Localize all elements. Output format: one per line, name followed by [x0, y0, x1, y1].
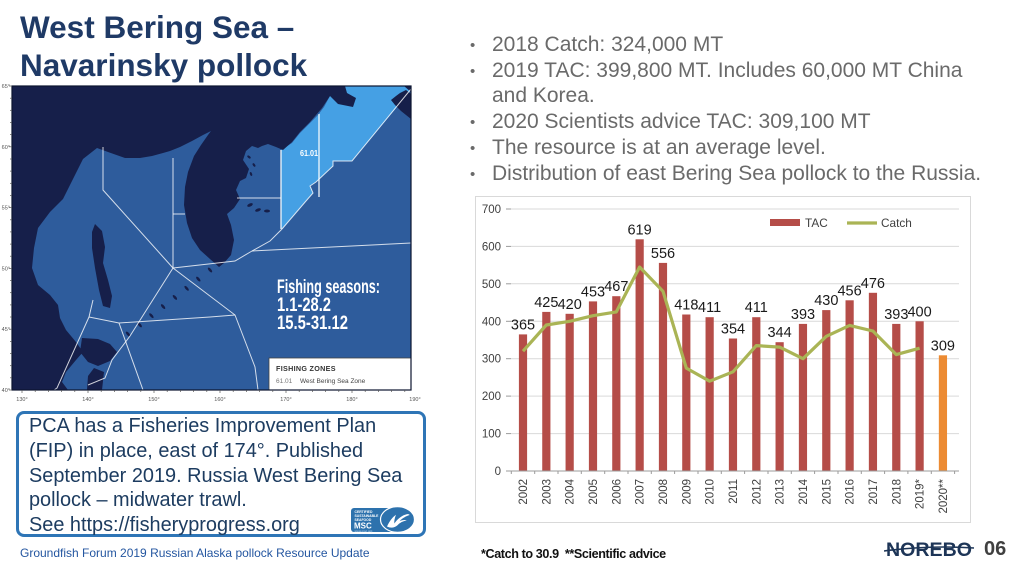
svg-text:MSC: MSC: [354, 522, 372, 531]
svg-text:619: 619: [627, 222, 651, 238]
svg-text:SUSTAINABLE: SUSTAINABLE: [355, 514, 380, 518]
svg-text:180°: 180°: [346, 397, 357, 403]
svg-text:60°: 60°: [2, 145, 10, 151]
svg-text:456: 456: [837, 283, 861, 299]
svg-text:420: 420: [558, 297, 582, 313]
svg-text:467: 467: [604, 279, 628, 295]
svg-text:309: 309: [931, 338, 955, 354]
svg-text:600: 600: [482, 241, 501, 253]
svg-text:40°: 40°: [2, 388, 10, 394]
svg-text:Catch: Catch: [881, 216, 912, 230]
svg-text:Fishing seasons:: Fishing seasons:: [277, 277, 380, 298]
svg-text:2011: 2011: [728, 479, 740, 504]
svg-text:556: 556: [651, 246, 675, 262]
svg-text:2013: 2013: [775, 479, 787, 505]
svg-text:425: 425: [534, 295, 558, 311]
svg-text:2012: 2012: [751, 479, 763, 505]
svg-text:344: 344: [767, 325, 791, 341]
svg-text:2006: 2006: [611, 479, 623, 505]
svg-text:190°: 190°: [409, 397, 420, 403]
svg-text:411: 411: [745, 300, 768, 316]
svg-text:2003: 2003: [541, 479, 553, 505]
svg-text:200: 200: [482, 391, 501, 403]
svg-text:61.01: 61.01: [276, 378, 293, 385]
svg-text:500: 500: [482, 279, 501, 291]
svg-text:2009: 2009: [681, 479, 693, 505]
svg-text:2020**: 2020**: [938, 478, 950, 513]
svg-text:15.5-31.12: 15.5-31.12: [277, 313, 348, 334]
svg-text:140°: 140°: [82, 397, 93, 403]
svg-text:476: 476: [861, 276, 885, 292]
svg-text:170°: 170°: [280, 397, 291, 403]
svg-text:2004: 2004: [565, 478, 577, 504]
svg-text:2002: 2002: [518, 479, 530, 505]
svg-text:55°: 55°: [2, 206, 10, 212]
svg-text:West Bering Sea Zone: West Bering Sea Zone: [300, 378, 366, 385]
svg-text:418: 418: [674, 298, 698, 314]
svg-text:2019*: 2019*: [915, 478, 927, 509]
svg-text:SEAFOOD: SEAFOOD: [355, 518, 372, 522]
svg-text:0: 0: [495, 466, 501, 478]
svg-text:2016: 2016: [845, 479, 857, 505]
svg-text:430: 430: [814, 293, 838, 309]
svg-text:2017: 2017: [868, 479, 880, 505]
svg-text:2007: 2007: [635, 479, 647, 505]
svg-text:400: 400: [907, 304, 931, 320]
svg-text:NOREBO: NOREBO: [886, 539, 972, 561]
svg-text:130°: 130°: [16, 397, 27, 403]
svg-text:CERTIFIED: CERTIFIED: [355, 510, 373, 514]
svg-text:700: 700: [482, 204, 501, 216]
svg-text:411: 411: [698, 300, 721, 316]
svg-text:2008: 2008: [658, 479, 670, 505]
svg-text:65°: 65°: [2, 84, 10, 90]
svg-text:1.1-28.2: 1.1-28.2: [277, 295, 331, 316]
svg-text:393: 393: [884, 307, 908, 323]
svg-text:354: 354: [721, 322, 745, 338]
svg-text:2018: 2018: [891, 479, 903, 505]
svg-text:160°: 160°: [214, 397, 225, 403]
svg-text:2005: 2005: [588, 479, 600, 505]
svg-text:2015: 2015: [821, 479, 833, 505]
svg-text:2010: 2010: [705, 479, 717, 505]
svg-text:300: 300: [482, 354, 501, 366]
svg-text:TAC: TAC: [805, 216, 828, 230]
svg-text:150°: 150°: [148, 397, 159, 403]
svg-text:453: 453: [581, 284, 605, 300]
svg-text:FISHING ZONES: FISHING ZONES: [276, 364, 336, 373]
svg-text:61.01: 61.01: [300, 149, 318, 158]
svg-text:www.msc.org: www.msc.org: [355, 529, 373, 533]
svg-text:100: 100: [482, 429, 501, 441]
svg-text:400: 400: [482, 316, 501, 328]
svg-text:365: 365: [511, 317, 535, 333]
svg-text:50°: 50°: [2, 266, 10, 272]
svg-text:393: 393: [791, 307, 815, 323]
svg-text:45°: 45°: [2, 327, 10, 333]
svg-text:2014: 2014: [798, 478, 810, 504]
